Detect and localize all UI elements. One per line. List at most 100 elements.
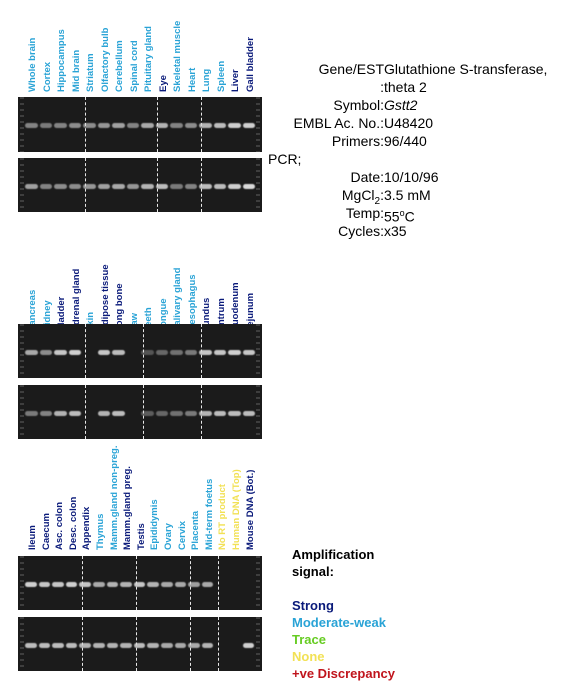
lane-label-text: Caecum xyxy=(40,513,52,550)
lane-label: Caecum xyxy=(40,440,54,550)
gel-band xyxy=(155,184,168,189)
lane-label-text: Appendix xyxy=(81,506,93,550)
gel-band xyxy=(188,643,200,648)
gel-band xyxy=(39,411,52,416)
lane-label: Testis xyxy=(135,440,149,550)
gel-band xyxy=(38,643,51,648)
info-value-primers: 96/440 xyxy=(384,133,427,149)
lane-label-text: Testis xyxy=(135,523,147,550)
info-value-embl: U48420 xyxy=(384,115,434,131)
amplification-legend: Amplification signal: Strong Moderate-we… xyxy=(292,546,395,682)
legend-none: None xyxy=(292,649,325,664)
gel-band xyxy=(106,582,119,587)
lane-label: Ovary xyxy=(162,440,176,550)
lane-label-text: Mid-term foetus xyxy=(203,478,215,550)
lane-label: Striatum xyxy=(84,0,98,92)
lane-label: Appendix xyxy=(80,440,94,550)
gel-band xyxy=(39,350,52,355)
lane-divider xyxy=(217,617,219,671)
info-key-temp: Temp: xyxy=(345,205,384,221)
gel-band xyxy=(83,123,96,128)
gel-band xyxy=(112,350,125,355)
lane-label: Hippocampus xyxy=(55,0,69,92)
lane-label-text: Asc. colon xyxy=(54,501,66,550)
legend-strong: Strong xyxy=(292,598,334,613)
lane-label: Human DNA (Top) xyxy=(230,440,244,550)
lane-label-text: Cortex xyxy=(41,61,53,92)
gel-band xyxy=(25,350,38,355)
gel-band xyxy=(199,350,212,355)
gel-image-panel-3-top xyxy=(18,556,262,610)
gel-band xyxy=(141,411,154,416)
gel-ladder-edge xyxy=(256,97,260,152)
gel-band xyxy=(79,643,91,648)
lane-label: Skin xyxy=(84,222,98,332)
gel-ladder-edge xyxy=(256,385,260,439)
lane-label-text: Ovary xyxy=(163,523,174,550)
gel-ladder-edge xyxy=(256,324,260,378)
lane-label: Mouse DNA (Bot.) xyxy=(244,440,258,550)
lane-label: Long bone xyxy=(113,222,127,332)
lane-label: Eye xyxy=(157,0,171,92)
info-key-colon: : xyxy=(380,79,384,95)
gel-band xyxy=(199,184,212,189)
gel-band xyxy=(79,582,91,587)
lane-label: Liver xyxy=(229,0,243,92)
gel-band xyxy=(25,582,37,587)
lane-label-text: Pituitary gland xyxy=(143,26,154,92)
lane-label: Spleen xyxy=(215,0,229,92)
lane-label-text: Hippocampus xyxy=(56,29,67,92)
lane-divider xyxy=(84,324,86,378)
gel-band xyxy=(161,582,173,587)
gel-band xyxy=(155,123,168,128)
lane-divider xyxy=(142,324,144,378)
lane-label: Cortex xyxy=(41,0,55,92)
legend-moderate: Moderate-weak xyxy=(292,615,386,630)
lane-label-text: Desc. colon xyxy=(67,496,79,550)
gel-band xyxy=(54,123,67,128)
info-key-cycles: Cycles: xyxy=(338,223,384,239)
lane-label: Fundus xyxy=(200,222,214,332)
gel-image-panel-2-top xyxy=(18,324,262,378)
gel-band xyxy=(25,123,38,128)
gel-band xyxy=(65,643,78,648)
gel-band xyxy=(213,411,226,416)
gel-band xyxy=(184,350,197,355)
gel-band xyxy=(141,350,154,355)
lane-label: Heart xyxy=(186,0,200,92)
gel-band xyxy=(147,643,159,648)
gel-band xyxy=(97,123,110,128)
gel-ladder-edge xyxy=(20,158,24,212)
gel-ladder-edge xyxy=(256,617,260,671)
lane-label-text: Cerebellum xyxy=(114,40,125,92)
gel-band xyxy=(112,123,125,128)
gel-band xyxy=(120,643,132,648)
lane-label-text: Ileum xyxy=(27,525,38,550)
gel-image-panel-1-top xyxy=(18,97,262,152)
info-key-date: Date: xyxy=(350,169,384,185)
lane-label: Mid-term foetus xyxy=(203,440,217,550)
gel-band xyxy=(97,350,110,355)
lane-label: Adrenal gland xyxy=(70,222,84,332)
gel-band xyxy=(199,123,212,128)
lane-label-text: Epididymis xyxy=(149,499,161,550)
gel-band xyxy=(242,184,255,189)
lane-label-text: Adipose tissue xyxy=(99,264,111,332)
gel-band xyxy=(68,350,81,355)
gel-band xyxy=(83,184,96,189)
lane-label: Jejunum xyxy=(244,222,258,332)
gel-band xyxy=(242,350,255,355)
lane-label: Salivary gland xyxy=(171,222,185,332)
lane-divider xyxy=(84,385,86,439)
info-key-pcr: PCR; xyxy=(268,151,302,167)
gel-band xyxy=(174,643,187,648)
gel-band xyxy=(213,350,226,355)
gel-ladder-edge xyxy=(20,324,24,378)
gel-band xyxy=(25,184,38,189)
gel-band xyxy=(170,411,183,416)
gel-band xyxy=(174,582,187,587)
lane-label-text: Liver xyxy=(230,69,241,92)
info-value-date: 10/10/96 xyxy=(384,169,439,185)
gel-band xyxy=(242,411,255,416)
gel-band xyxy=(25,411,38,416)
